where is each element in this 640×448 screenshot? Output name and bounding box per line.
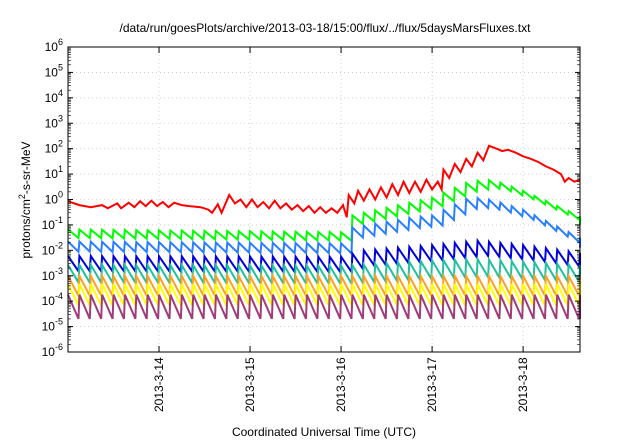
y-tick-exponent: 4 — [58, 88, 63, 98]
series-layer — [67, 144, 581, 320]
y-tick-exponent: 6 — [58, 37, 63, 47]
x-axis: 2013-3-14 2013-3-15 2013-3-16 2013-3-17 2013… — [152, 47, 530, 412]
y-axis-label-suffix: -s-sr-MeV — [19, 141, 33, 194]
x-tick-label: 2013-3-18 — [516, 357, 530, 412]
y-tick-exponent: -1 — [55, 215, 63, 225]
y-tick-base: 10 — [42, 269, 56, 283]
y-tick-base: 10 — [45, 40, 59, 54]
y-tick-exponent: 0 — [58, 190, 63, 200]
series-line-1 — [67, 144, 581, 218]
y-tick-label: 102 — [45, 139, 63, 156]
chart-title: /data/run/goesPlots/archive/2013-03-18/1… — [120, 21, 532, 35]
x-tick-label: 2013-3-14 — [152, 357, 166, 412]
y-tick-exponent: -2 — [55, 240, 63, 250]
x-tick-label: 2013-3-17 — [425, 357, 439, 412]
y-tick-label: 10-4 — [42, 291, 63, 308]
y-axis: 10-610-510-410-310-210-11001011021031041… — [42, 37, 580, 359]
y-axis-label-prefix: protons/cm — [19, 199, 33, 258]
y-tick-exponent: -3 — [55, 266, 63, 276]
y-axis-label-superscript: 2 — [17, 194, 27, 199]
y-tick-base: 10 — [42, 294, 56, 308]
y-tick-base: 10 — [45, 65, 59, 79]
y-tick-label: 10-2 — [42, 240, 63, 257]
y-tick-label: 106 — [45, 37, 63, 54]
y-tick-exponent: 3 — [58, 113, 63, 123]
y-tick-base: 10 — [45, 193, 59, 207]
y-tick-base: 10 — [42, 243, 56, 257]
y-tick-base: 10 — [45, 142, 59, 156]
y-tick-label: 105 — [45, 62, 63, 79]
y-tick-label: 100 — [45, 190, 63, 207]
y-tick-exponent: 2 — [58, 139, 63, 149]
y-tick-label: 101 — [45, 164, 63, 181]
y-tick-exponent: -4 — [55, 291, 63, 301]
series-line-4 — [67, 237, 581, 276]
y-tick-exponent: -5 — [55, 317, 63, 327]
y-tick-base: 10 — [42, 345, 56, 359]
y-tick-base: 10 — [45, 116, 59, 130]
y-tick-label: 10-3 — [42, 266, 63, 283]
y-tick-label: 10-6 — [42, 342, 63, 359]
series-line-2 — [67, 178, 581, 243]
x-axis-label: Coordinated Universal Time (UTC) — [232, 425, 416, 439]
y-tick-label: 103 — [45, 113, 63, 130]
y-tick-exponent: -6 — [55, 342, 63, 352]
x-tick-label: 2013-3-16 — [334, 357, 348, 412]
y-tick-base: 10 — [45, 167, 59, 181]
y-axis-label: protons/cm2-s-sr-MeV — [17, 141, 33, 258]
x-tick-label: 2013-3-15 — [243, 357, 257, 412]
y-tick-base: 10 — [45, 91, 59, 105]
y-tick-label: 10-5 — [42, 317, 63, 334]
y-tick-base: 10 — [42, 320, 56, 334]
series-line-3 — [67, 195, 581, 256]
y-tick-exponent: 1 — [58, 164, 63, 174]
y-tick-exponent: 5 — [58, 62, 63, 72]
y-tick-label: 104 — [45, 88, 63, 105]
y-tick-base: 10 — [42, 218, 56, 232]
y-tick-label: 10-1 — [42, 215, 63, 232]
series-line-8 — [67, 294, 581, 320]
